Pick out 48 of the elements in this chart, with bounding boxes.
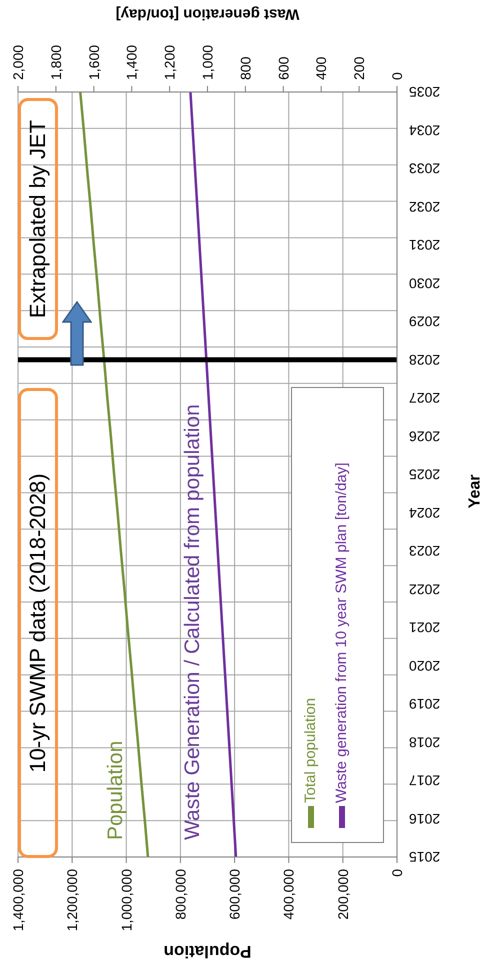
x-tick-label: 0: [389, 868, 405, 877]
y-tick-label: 2032: [408, 198, 440, 215]
y-tick-label: 2034: [408, 122, 440, 138]
y-tick-label: 2025: [408, 466, 440, 482]
y-axis-title: Year: [466, 474, 480, 508]
y-tick-label: 2023: [408, 543, 440, 559]
x-tick-label: 1,400,000: [10, 868, 26, 932]
y-tick-label: 2016: [408, 810, 440, 827]
x-tick-label: 200,000: [334, 868, 351, 920]
x2-tick-label: 200: [351, 56, 368, 80]
x2-tick-label: 0: [389, 72, 405, 80]
y-tick-label: 2022: [408, 581, 440, 598]
x-tick-label: 400,000: [280, 868, 297, 920]
x-tick-label: 600,000: [226, 868, 243, 920]
x2-tick-label: 1,600: [86, 44, 102, 80]
x2-tick-label: 1,400: [124, 44, 140, 80]
y-tick-label: 2019: [408, 696, 440, 712]
y-tick-label: 2033: [408, 160, 440, 176]
y-tick-label: 2026: [408, 428, 440, 444]
x2-tick-label: 1,800: [48, 44, 64, 80]
x2-tick-label: 1,000: [200, 44, 216, 80]
x-tick-label: 1,000,000: [118, 868, 134, 932]
y-tick-label: 2018: [408, 734, 440, 750]
x2-tick-label: 1,200: [162, 44, 178, 80]
y-tick-label: 2028: [408, 352, 440, 368]
annotation: 10-yr SWMP data (2018-2028): [18, 388, 58, 858]
legend-box: Total population Waste generation from 10 year SWM plan [ton/day]: [291, 387, 384, 843]
y-tick-label: 2031: [408, 237, 440, 253]
y-tick-label: 2017: [408, 772, 440, 788]
x-axis-title: Population: [164, 942, 252, 961]
x-tick-label: 800,000: [172, 868, 188, 920]
y-tick-label: 2029: [408, 314, 440, 330]
x2-tick-label: 2,000: [10, 44, 26, 80]
y-tick-label: 2020: [408, 658, 440, 674]
annotation: Population: [104, 740, 128, 840]
y-tick-label: 2035: [408, 84, 440, 100]
annotation: Waste Generation / Calculated from population: [181, 403, 205, 840]
x2-tick-label: 600: [275, 56, 292, 80]
y-tick-label: 2024: [408, 504, 440, 521]
x2-axis-title: Wast generation [ton/day]: [116, 5, 300, 22]
y-tick-label: 2030: [408, 275, 440, 292]
y-tick-label: 2015: [408, 849, 440, 865]
x2-tick-label: 800: [237, 56, 254, 80]
annotation: Extrapolated by JET: [18, 98, 58, 340]
x2-tick-label: 400: [313, 56, 330, 80]
y-tick-label: 2027: [408, 390, 440, 406]
y-tick-label: 2021: [408, 620, 440, 636]
x-tick-label: 1,200,000: [64, 868, 80, 932]
